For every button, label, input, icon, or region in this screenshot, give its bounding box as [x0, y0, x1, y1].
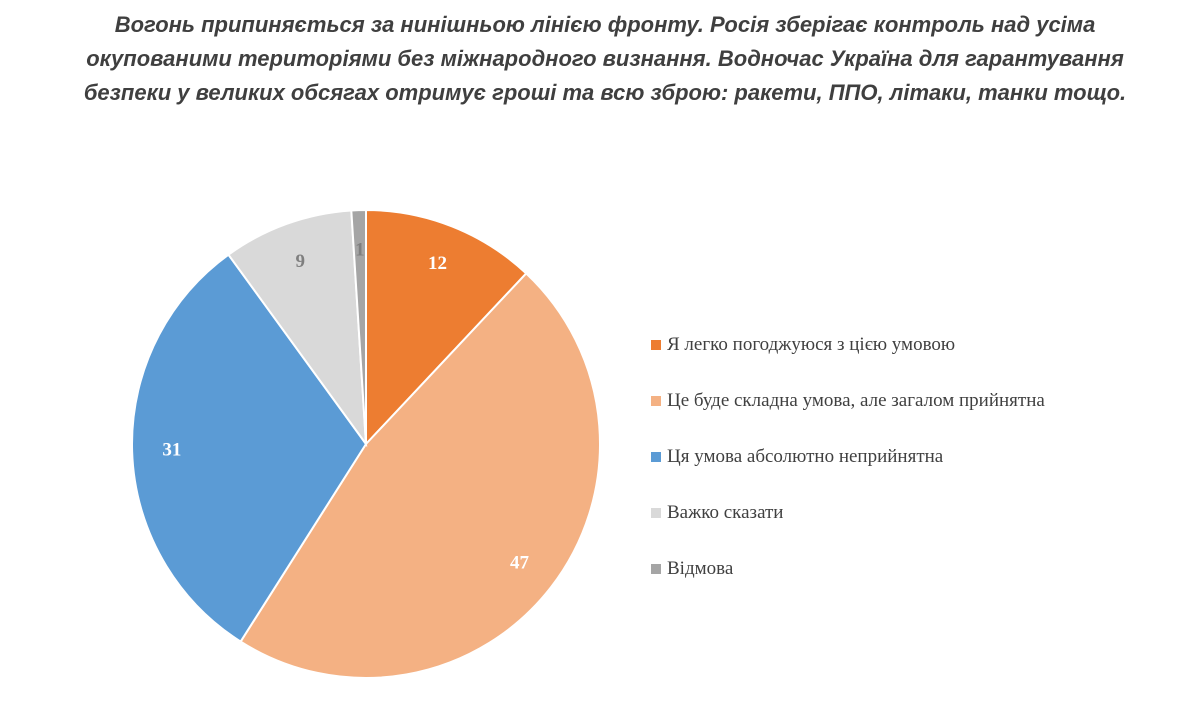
legend-item-4: Важко сказати — [651, 485, 1171, 541]
pie-slice-value-5: 1 — [355, 239, 365, 260]
pie-slice-value-4: 9 — [295, 251, 305, 272]
legend-swatch — [651, 452, 661, 462]
pie-slice-4 — [227, 209, 368, 448]
chart-legend: Я легко погоджуюся з цією умовою Це буде … — [651, 317, 1171, 597]
legend-item-1: Я легко погоджуюся з цією умовою — [651, 317, 1171, 373]
legend-label: Відмова — [667, 558, 734, 579]
legend-swatch — [651, 340, 661, 350]
pie-slice-3 — [131, 253, 368, 643]
pie-slice-1 — [365, 208, 528, 447]
chart-title: Вогонь припиняється за нинішньою лінією … — [83, 12, 1127, 105]
legend-swatch — [651, 396, 661, 406]
legend-swatch — [651, 564, 661, 574]
pie-slice-value-2: 47 — [510, 553, 530, 574]
pie-slice-5 — [350, 208, 367, 445]
legend-label: Важко сказати — [667, 502, 784, 523]
legend-item-2: Це буде складна умова, але загалом прийн… — [651, 373, 1171, 429]
pie-slice-2 — [239, 272, 601, 679]
legend-swatch — [651, 508, 661, 518]
pie-slice-value-3: 31 — [162, 440, 181, 461]
legend-item-5: Відмова — [651, 541, 1171, 597]
legend-label: Я легко погоджуюся з цією умовою — [667, 334, 956, 355]
legend-item-3: Ця умова абсолютно неприйнятна — [651, 429, 1171, 485]
pie-slice-value-1: 12 — [428, 253, 447, 274]
legend-label: Це буде складна умова, але загалом прийн… — [667, 390, 1045, 411]
legend-label: Ця умова абсолютно неприйнятна — [667, 446, 944, 467]
